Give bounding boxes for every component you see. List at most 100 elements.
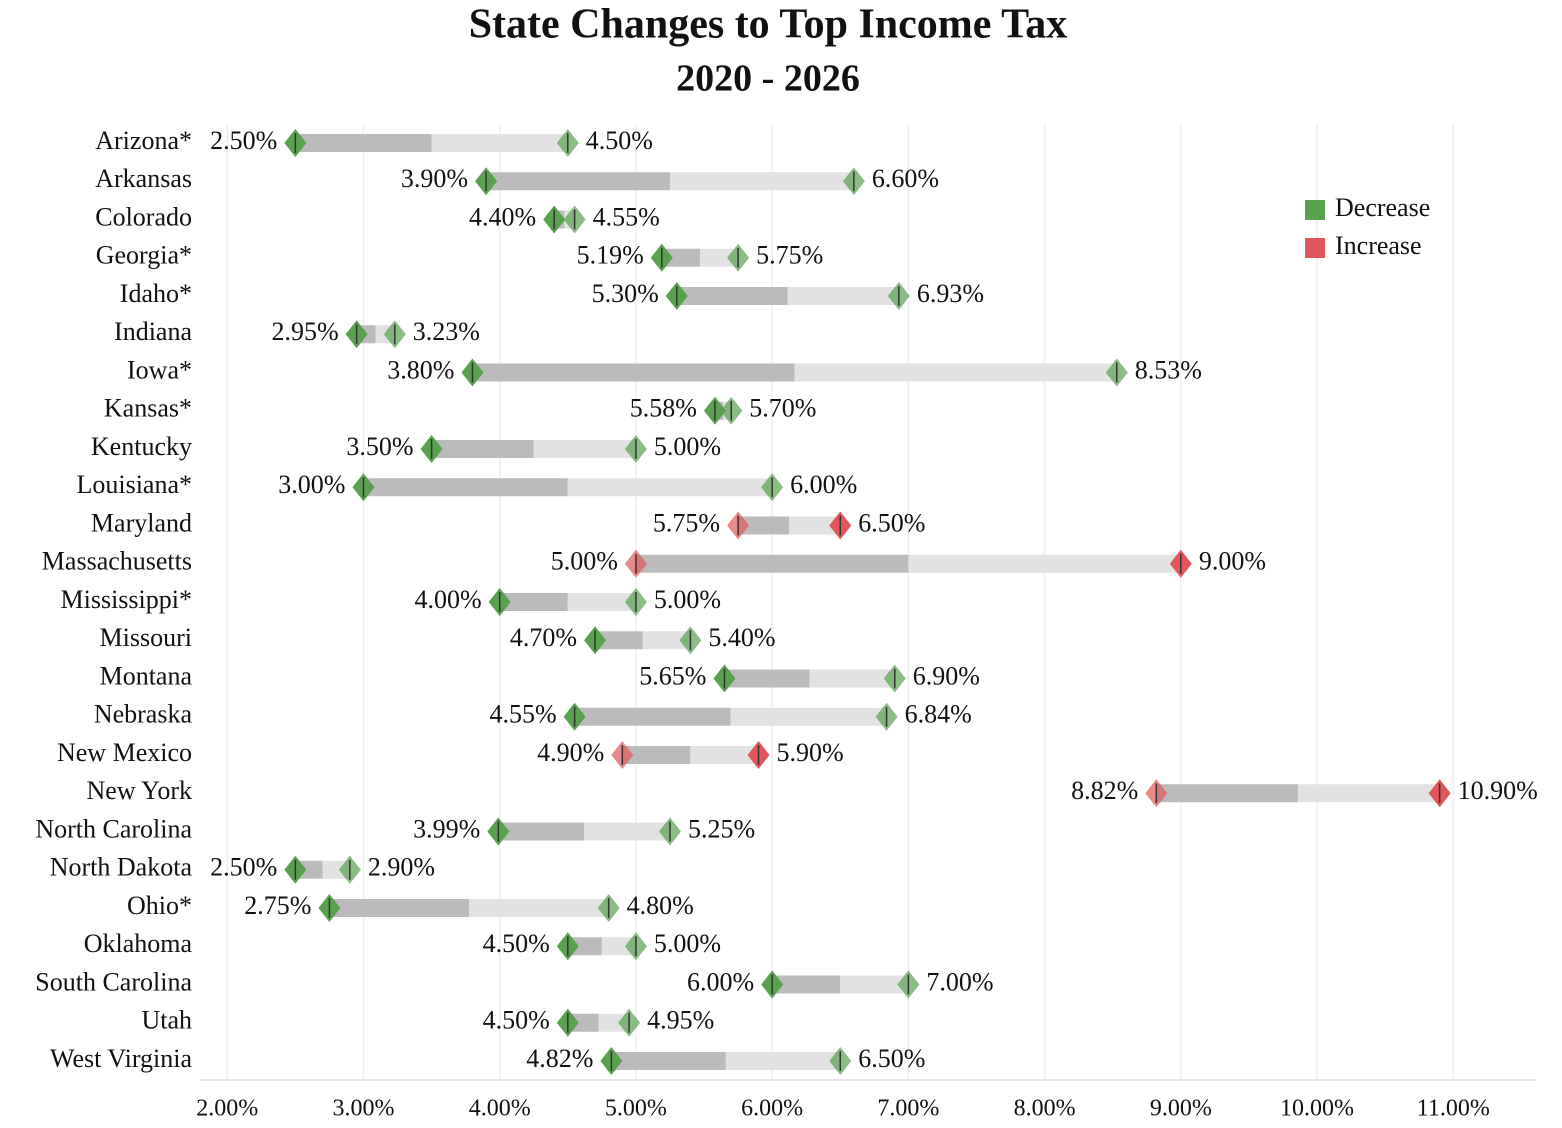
value-label: 6.93% (917, 279, 984, 308)
category-label: Utah (141, 1006, 192, 1035)
bar-low (661, 248, 700, 267)
value-label: 8.53% (1135, 355, 1202, 384)
x-tick-label: 3.00% (332, 1096, 394, 1122)
value-label: 6.00% (790, 470, 857, 499)
x-tick-label: 2.00% (196, 1096, 258, 1122)
x-tick-label: 8.00% (1014, 1096, 1076, 1122)
bar-high (699, 248, 739, 267)
bar-high (431, 134, 568, 152)
bar-high (567, 593, 636, 611)
value-label: 3.99% (413, 814, 480, 843)
x-tick-label: 7.00% (877, 1096, 939, 1122)
bar-low (567, 1013, 599, 1032)
bar-low (431, 440, 534, 458)
bar-low (772, 975, 841, 994)
value-label: 5.58% (630, 394, 697, 423)
bar-high (567, 478, 773, 497)
bar-low (1156, 784, 1298, 803)
category-label: Colorado (95, 202, 192, 231)
bar-high (787, 287, 899, 305)
value-label: 5.65% (639, 661, 706, 690)
chart-subtitle: 2020 - 2026 (676, 58, 860, 100)
category-label: Mississippi* (61, 585, 193, 614)
bar-low (567, 937, 602, 956)
bar-high (533, 440, 636, 458)
value-label: 6.50% (858, 1044, 925, 1073)
value-label: 4.50% (483, 929, 550, 958)
bar-high (840, 975, 909, 994)
bar-high (908, 554, 1181, 573)
category-label: Nebraska (94, 700, 193, 729)
category-label: Maryland (91, 508, 192, 537)
x-tick-label: 9.00% (1150, 1096, 1212, 1122)
bar-high (725, 1052, 841, 1070)
bar-high (794, 363, 1117, 382)
value-label: 6.90% (913, 661, 980, 690)
bar-low (622, 746, 691, 764)
category-label: Georgia* (96, 241, 192, 270)
category-label: Kentucky (91, 432, 192, 461)
value-label: 5.70% (749, 394, 816, 423)
value-label: 4.70% (510, 623, 577, 652)
x-tick-label: 10.00% (1280, 1096, 1354, 1122)
value-label: 4.95% (647, 1006, 714, 1035)
value-label: 5.00% (654, 585, 721, 614)
value-label: 2.75% (244, 891, 311, 920)
bar-high (598, 1013, 630, 1032)
bar-low (635, 554, 909, 573)
category-label: New York (87, 776, 192, 805)
bar-low (611, 1052, 726, 1070)
bar-low (329, 899, 470, 917)
category-label: New Mexico (57, 738, 192, 767)
value-label: 5.25% (688, 814, 755, 843)
value-label: 5.19% (577, 241, 644, 270)
value-label: 10.90% (1458, 776, 1538, 805)
category-label: Arizona* (95, 126, 192, 155)
bar-low (363, 478, 568, 497)
value-label: 5.30% (592, 279, 659, 308)
bar-low (676, 287, 788, 305)
value-label: 4.82% (526, 1044, 593, 1073)
value-label: 4.40% (469, 202, 536, 231)
bar-low (738, 516, 790, 535)
category-label: Indiana (114, 317, 192, 346)
bar-high (730, 707, 887, 726)
value-label: 5.00% (551, 547, 618, 576)
value-label: 4.50% (586, 126, 653, 155)
legend-label: Increase (1335, 231, 1422, 260)
value-label: 4.90% (537, 738, 604, 767)
value-label: 4.55% (593, 202, 660, 231)
value-label: 2.90% (368, 853, 435, 882)
bar-low (499, 593, 568, 611)
bar-low (595, 631, 643, 650)
value-label: 9.00% (1199, 547, 1266, 576)
value-label: 8.82% (1071, 776, 1138, 805)
value-label: 5.75% (756, 241, 823, 270)
value-label: 4.00% (415, 585, 482, 614)
chart-title: State Changes to Top Income Tax (469, 2, 1068, 48)
legend-label: Decrease (1335, 193, 1430, 222)
value-label: 4.50% (483, 1006, 550, 1035)
bar-high (469, 899, 609, 917)
bar-high (669, 172, 854, 191)
bar-high (584, 822, 670, 841)
category-label: Missouri (100, 623, 192, 652)
bar-high (789, 516, 841, 535)
value-label: 4.80% (627, 891, 694, 920)
bar-high (601, 937, 636, 956)
category-label: South Carolina (35, 967, 192, 996)
x-tick-label: 11.00% (1417, 1096, 1490, 1122)
bar-low (486, 172, 670, 191)
value-label: 5.75% (653, 508, 720, 537)
x-tick-label: 4.00% (469, 1096, 531, 1122)
category-label: Idaho* (120, 279, 192, 308)
category-label: Oklahoma (84, 929, 193, 958)
bar-low (472, 363, 795, 382)
category-label: West Virginia (50, 1044, 192, 1073)
category-label: Montana (100, 661, 193, 690)
category-label: North Dakota (50, 853, 193, 882)
x-tick-label: 5.00% (605, 1096, 667, 1122)
value-label: 4.55% (489, 700, 556, 729)
bar-high (809, 669, 895, 688)
